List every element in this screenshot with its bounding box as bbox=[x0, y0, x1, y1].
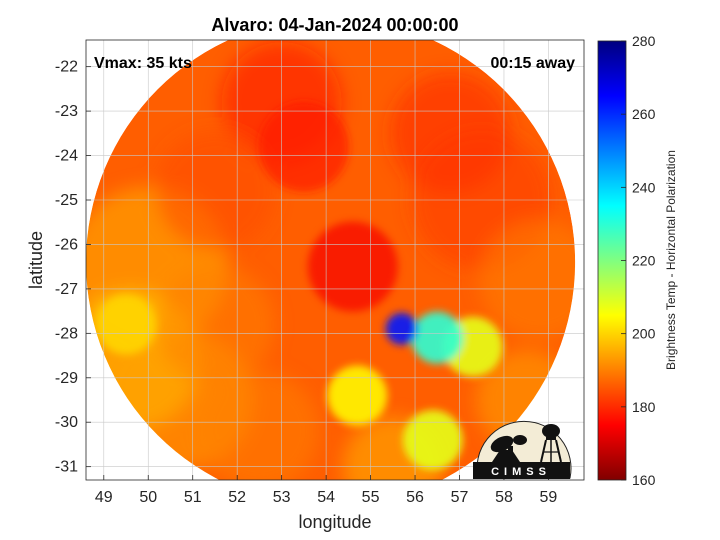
x-tick-label: 54 bbox=[317, 489, 335, 506]
grid-lines bbox=[86, 40, 584, 480]
axes-box bbox=[85, 39, 585, 481]
time-offset-annotation: 00:15 away bbox=[490, 55, 575, 72]
colorbar-tick-label: 260 bbox=[632, 106, 656, 122]
x-tick-label: 58 bbox=[495, 489, 513, 506]
colorbar-tick-label: 200 bbox=[632, 326, 656, 342]
y-tick-label: -28 bbox=[55, 325, 78, 342]
warm-anomaly-5 bbox=[385, 312, 418, 345]
cold-region-1 bbox=[258, 101, 349, 192]
y-tick-label: -27 bbox=[55, 281, 78, 298]
logo-text: CIMSS bbox=[491, 466, 551, 478]
y-tick-label: -31 bbox=[55, 459, 78, 476]
warm-anomaly-0 bbox=[96, 294, 157, 355]
y-tick-label: -30 bbox=[55, 414, 78, 431]
colorbar-tick-label: 180 bbox=[632, 399, 656, 415]
x-tick-label: 51 bbox=[184, 489, 202, 506]
warm-anomaly-3 bbox=[402, 410, 463, 470]
colorbar-tick-label: 220 bbox=[632, 253, 656, 269]
cold-region-0 bbox=[307, 221, 398, 312]
colorbar-tick-label: 240 bbox=[632, 179, 656, 195]
colorbar-label: Brightness Temp - Horizontal Polarizatio… bbox=[664, 150, 678, 370]
y-tick-label: -22 bbox=[55, 59, 78, 76]
x-tick-label: 55 bbox=[362, 489, 380, 506]
y-tick-label: -29 bbox=[55, 370, 78, 387]
x-axis: 49 50 51 52 53 54 55 56 57 58 59 bbox=[95, 475, 558, 506]
y-axis: -22 -23 -24 -25 -26 -27 -28 -29 -30 -31 bbox=[55, 59, 91, 476]
y-tick-label: -24 bbox=[55, 148, 78, 165]
colorbar-tick-label: 280 bbox=[632, 33, 656, 49]
y-tick-label: -23 bbox=[55, 103, 78, 120]
cimss-logo: CIMSS bbox=[473, 420, 572, 479]
x-tick-label: 56 bbox=[406, 489, 424, 506]
colorbar-ticks: 160 180 200 220 240 260 280 bbox=[621, 33, 656, 488]
vmax-annotation: Vmax: 35 kts bbox=[94, 55, 192, 72]
colorbar-tick-label: 160 bbox=[632, 472, 656, 488]
warm-anomaly-4 bbox=[411, 311, 464, 364]
x-tick-label: 50 bbox=[139, 489, 157, 506]
x-tick-label: 53 bbox=[273, 489, 291, 506]
warm-anomaly-1 bbox=[327, 365, 388, 426]
x-axis-label: longitude bbox=[298, 512, 371, 532]
x-tick-label: 52 bbox=[228, 489, 246, 506]
x-tick-label: 59 bbox=[540, 489, 558, 506]
chart-title: Alvaro: 04-Jan-2024 00:00:00 bbox=[211, 15, 458, 35]
y-tick-label: -26 bbox=[55, 236, 78, 253]
y-axis-label: latitude bbox=[26, 231, 46, 289]
x-tick-label: 57 bbox=[451, 489, 469, 506]
x-tick-label: 49 bbox=[95, 489, 113, 506]
y-tick-label: -25 bbox=[55, 192, 78, 209]
